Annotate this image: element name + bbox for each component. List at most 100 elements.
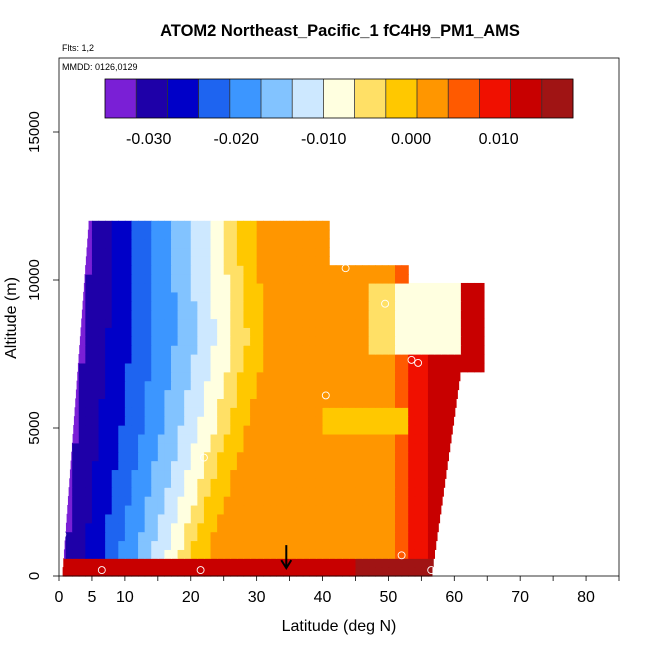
colorbar-tick-label: -0.020 (214, 131, 259, 148)
heatmap-cell (243, 549, 251, 559)
heatmap-cell (302, 407, 310, 417)
heatmap-cell (368, 291, 376, 302)
heatmap-cell (401, 265, 409, 275)
heatmap-cell (164, 238, 172, 249)
heatmap-cell (335, 380, 343, 391)
heatmap-cell (276, 567, 284, 577)
heatmap-cell (184, 567, 192, 577)
heatmap-cell (91, 274, 100, 284)
heatmap-cell (296, 425, 304, 435)
heatmap-cell (401, 362, 409, 373)
heatmap-cell (315, 336, 324, 346)
heatmap-cell (151, 265, 159, 275)
heatmap-cell (210, 300, 218, 311)
heatmap-cell (408, 442, 416, 453)
heatmap-cell (243, 371, 251, 382)
heatmap-cell (309, 380, 317, 391)
heatmap-cell (138, 478, 146, 488)
heatmap-cell (230, 318, 238, 328)
heatmap-cell (441, 478, 446, 488)
heatmap-cell (421, 558, 429, 568)
heatmap-cell (276, 265, 284, 275)
heatmap-cell (342, 567, 350, 577)
heatmap-cell (118, 238, 126, 249)
heatmap-cell (85, 540, 93, 550)
heatmap-cell (434, 282, 442, 293)
heatmap-cell (197, 558, 205, 568)
heatmap-cell (190, 513, 198, 524)
heatmap-cell (91, 567, 100, 577)
heatmap-cell (421, 362, 429, 373)
heatmap-cell (138, 389, 146, 399)
heatmap-cell (276, 496, 284, 506)
heatmap-cell (236, 451, 245, 462)
heatmap-cell (236, 345, 245, 355)
heatmap-cell (368, 300, 376, 311)
heatmap-cell (230, 247, 238, 257)
heatmap-cell (157, 398, 166, 408)
heatmap-cell (302, 300, 310, 311)
heatmap-cell (144, 487, 152, 497)
heatmap-cell (203, 336, 212, 346)
heatmap-cell (111, 504, 119, 515)
heatmap-cell (171, 354, 179, 364)
heatmap-cell (276, 238, 284, 249)
heatmap-cell (250, 309, 258, 320)
heatmap-cell (480, 318, 485, 328)
heatmap-cell (276, 540, 284, 550)
heatmap-cell (375, 309, 383, 320)
heatmap-cell (91, 282, 100, 293)
heatmap-cell (111, 558, 119, 568)
heatmap-cell (177, 238, 185, 249)
heatmap-cell (283, 433, 291, 444)
heatmap-cell (243, 291, 251, 302)
heatmap-cell (243, 265, 251, 275)
heatmap-cell (98, 442, 106, 453)
heatmap-cell (171, 531, 179, 542)
heatmap-cell (250, 425, 258, 435)
heatmap-cell (171, 407, 179, 417)
heatmap-cell (151, 309, 159, 320)
heatmap-cell (329, 389, 337, 399)
heatmap-cell (177, 567, 185, 577)
heatmap-cell (395, 309, 403, 320)
heatmap-cell (250, 274, 258, 284)
heatmap-cell (72, 451, 80, 462)
heatmap-cell (401, 442, 409, 453)
heatmap-cell (223, 487, 231, 497)
heatmap-cell (362, 513, 370, 524)
heatmap-cell (230, 513, 238, 524)
heatmap-cell (375, 549, 383, 559)
heatmap-cell (329, 354, 337, 364)
heatmap-cell (256, 354, 264, 364)
heatmap-cell (197, 336, 205, 346)
heatmap-cell (329, 345, 337, 355)
heatmap-cell (184, 256, 192, 266)
heatmap-cell (263, 487, 271, 497)
heatmap-cell (315, 416, 324, 426)
heatmap-cell (151, 371, 159, 382)
heatmap-cell (157, 274, 166, 284)
heatmap-cell (124, 522, 133, 533)
heatmap-cell (250, 327, 258, 337)
heatmap-cell (342, 354, 350, 364)
heatmap-cell (217, 389, 225, 399)
heatmap-cell (434, 531, 438, 542)
heatmap-cell (157, 220, 166, 231)
heatmap-cell (289, 300, 297, 311)
heatmap-cell (269, 247, 278, 257)
heatmap-cell (124, 318, 133, 328)
heatmap-cell (236, 291, 245, 302)
colorbar-segment (167, 79, 199, 118)
heatmap-cell (381, 442, 390, 453)
heatmap-cell (375, 265, 383, 275)
heatmap-cell (315, 407, 324, 417)
plot-frame (58, 57, 620, 577)
heatmap-cell (243, 460, 251, 471)
heatmap-cell (269, 220, 278, 231)
heatmap-cell (217, 407, 225, 417)
heatmap-cell (309, 256, 317, 266)
heatmap-cell (263, 327, 271, 337)
heatmap-cell (283, 345, 291, 355)
heatmap-cell (177, 220, 185, 231)
